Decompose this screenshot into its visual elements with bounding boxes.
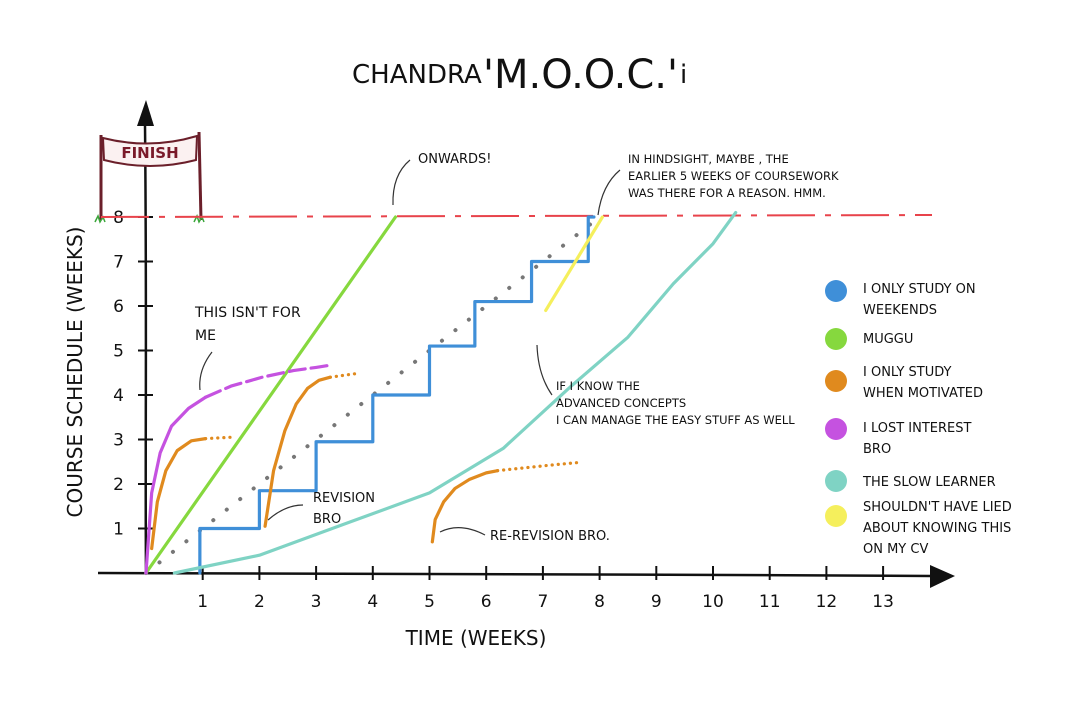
legend-swatch-lost-interest bbox=[825, 418, 847, 440]
y-tick-label: 7 bbox=[113, 253, 124, 273]
annotation-not-for-me-line2: ME bbox=[195, 328, 216, 344]
pointer-not-for-me bbox=[199, 351, 213, 391]
legend-label-muggu: MUGGU bbox=[863, 332, 913, 347]
x-tick-label: 12 bbox=[816, 592, 838, 612]
y-tick-label: 5 bbox=[113, 342, 124, 362]
legend-label-cv-line1: SHOULDN'T HAVE LIED bbox=[863, 500, 1012, 515]
series-line-muggu bbox=[144, 215, 398, 575]
annotation-pointers bbox=[199, 159, 621, 536]
x-tick-label: 8 bbox=[594, 592, 605, 612]
x-tick-label: 13 bbox=[872, 592, 894, 612]
annotation-onwards: ONWARDS! bbox=[418, 152, 492, 167]
y-axis-arrow-icon bbox=[137, 100, 154, 126]
series-line-diagonal bbox=[144, 215, 602, 575]
annotation-hindsight-line3: WAS THERE FOR A REASON. HMM. bbox=[628, 186, 826, 200]
series-line-lost-interest bbox=[203, 363, 332, 399]
legend-label-weekends-line1: I ONLY STUDY ON bbox=[863, 282, 976, 297]
annotation-not-for-me-line1: THIS ISN'T FOR bbox=[194, 305, 301, 321]
legend-label-lost-interest-line2: BRO bbox=[863, 442, 891, 457]
y-tick-label: 6 bbox=[113, 297, 124, 317]
legend-label-lost-interest-line1: I LOST INTEREST bbox=[863, 421, 972, 436]
chart-title-suffix: i bbox=[680, 60, 687, 90]
y-tick-label: 3 bbox=[113, 431, 124, 451]
legend-swatch-muggu bbox=[825, 328, 847, 350]
x-tick-label: 7 bbox=[537, 592, 548, 612]
x-tick-label: 4 bbox=[367, 592, 378, 612]
series-line-motivated bbox=[203, 435, 233, 441]
finish-post-right bbox=[197, 131, 203, 221]
x-tick-label: 2 bbox=[254, 592, 265, 612]
legend-label-motivated-line2: WHEN MOTIVATED bbox=[863, 386, 983, 401]
annotation-hindsight-line1: IN HINDSIGHT, MAYBE , THE bbox=[628, 152, 789, 166]
series-line-lost-interest bbox=[144, 395, 208, 575]
x-axis-arrow-icon bbox=[930, 565, 955, 588]
y-tick-label: 1 bbox=[113, 520, 124, 540]
x-axis-line bbox=[97, 571, 933, 578]
finish-banner: FINISH bbox=[94, 131, 205, 224]
x-tick-label: 1 bbox=[197, 592, 208, 612]
series-line-motivated bbox=[328, 372, 358, 379]
annotation-advanced-line3: I CAN MANAGE THE EASY STUFF AS WELL bbox=[556, 413, 795, 427]
annotation-rerevision: RE-REVISION BRO. bbox=[490, 529, 610, 544]
annotation-revision-line2: BRO bbox=[313, 512, 341, 527]
chart-title-prefix: CHANDRA bbox=[352, 60, 482, 90]
series-line-slow-learner bbox=[172, 210, 738, 575]
legend-swatch-weekends bbox=[825, 280, 847, 302]
x-tick-label: 10 bbox=[702, 592, 724, 612]
annotation-advanced-line2: ADVANCED CONCEPTS bbox=[556, 396, 686, 410]
y-axis-line bbox=[143, 124, 148, 574]
annotation-advanced-line1: IF I KNOW THE bbox=[556, 379, 640, 393]
x-axis-label: TIME (WEEKS) bbox=[405, 626, 547, 650]
legend-label-slow-learner: THE SLOW LEARNER bbox=[862, 475, 996, 490]
pointer-advanced bbox=[536, 344, 553, 396]
grass-icon-left bbox=[94, 214, 106, 224]
y-tick-label: 2 bbox=[113, 475, 124, 495]
legend-label-cv-line2: ABOUT KNOWING THIS bbox=[863, 521, 1011, 536]
annotation-hindsight-line2: EARLIER 5 WEEKS OF COURSEWORK bbox=[628, 169, 839, 183]
series-line-cv bbox=[544, 215, 605, 313]
legend-label-weekends-line2: WEEKENDS bbox=[863, 303, 937, 318]
finish-line bbox=[100, 214, 933, 218]
legend-label-motivated-line1: I ONLY STUDY bbox=[863, 365, 952, 380]
pointer-rerevision bbox=[439, 527, 486, 536]
x-tick-label: 11 bbox=[759, 592, 781, 612]
series-line-weekends bbox=[198, 215, 596, 575]
series-layer bbox=[144, 210, 738, 575]
series-line-motivated bbox=[150, 437, 208, 551]
finish-banner-text: FINISH bbox=[121, 144, 178, 162]
series-line-motivated bbox=[430, 469, 500, 544]
x-tick-label: 6 bbox=[481, 592, 492, 612]
legend-swatch-cv bbox=[825, 505, 847, 527]
x-tick-label: 3 bbox=[311, 592, 322, 612]
series-line-motivated bbox=[263, 375, 332, 528]
finish-flag bbox=[101, 134, 199, 167]
chart-title-main: 'M.O.O.C.' bbox=[483, 52, 678, 98]
annotation-revision-line1: REVISION bbox=[313, 491, 375, 506]
x-tick-label: 5 bbox=[424, 592, 435, 612]
legend-label-cv-line3: ON MY CV bbox=[863, 542, 928, 557]
legend: I ONLY STUDY ON WEEKENDS MUGGU I ONLY ST… bbox=[825, 280, 1012, 557]
series-line-motivated bbox=[495, 461, 579, 473]
y-tick-label: 4 bbox=[113, 386, 124, 406]
pointer-onwards bbox=[392, 159, 411, 206]
legend-swatch-motivated bbox=[825, 370, 847, 392]
pointer-revision bbox=[267, 504, 304, 521]
grass-icon-right bbox=[193, 214, 205, 224]
y-tick-label: 8 bbox=[113, 208, 124, 228]
y-axis-label: COURSE SCHEDULE (WEEKS) bbox=[63, 227, 87, 518]
legend-swatch-slow-learner bbox=[825, 470, 847, 492]
pointer-hindsight bbox=[597, 169, 621, 216]
x-tick-label: 9 bbox=[651, 592, 662, 612]
